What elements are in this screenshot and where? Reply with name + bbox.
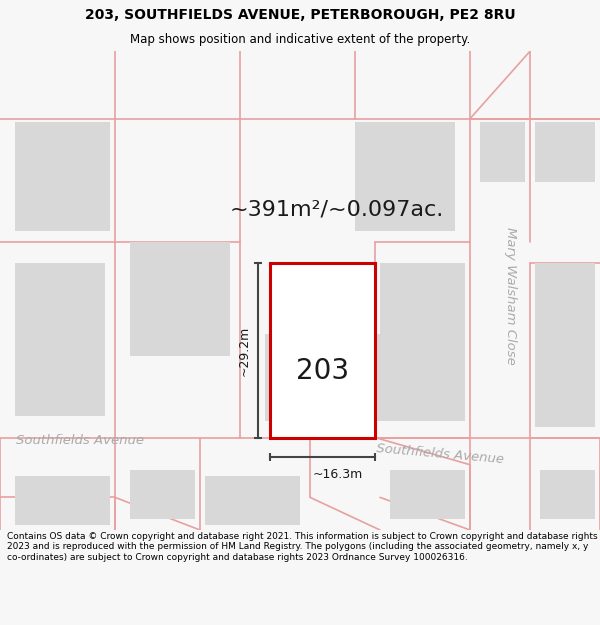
Bar [265, 334, 465, 421]
Text: Contains OS data © Crown copyright and database right 2021. This information is : Contains OS data © Crown copyright and d… [7, 532, 598, 562]
Bar [205, 476, 300, 524]
Bar [535, 263, 595, 427]
Bar [540, 470, 595, 519]
Text: Southfields Avenue: Southfields Avenue [16, 434, 144, 447]
Text: 203, SOUTHFIELDS AVENUE, PETERBOROUGH, PE2 8RU: 203, SOUTHFIELDS AVENUE, PETERBOROUGH, P… [85, 8, 515, 22]
Text: ~16.3m: ~16.3m [313, 468, 362, 481]
Bar [380, 263, 465, 372]
Text: ~391m²/~0.097ac.: ~391m²/~0.097ac. [230, 199, 444, 219]
Text: ~29.2m: ~29.2m [238, 326, 251, 376]
Text: Map shows position and indicative extent of the property.: Map shows position and indicative extent… [130, 34, 470, 46]
Bar [270, 263, 375, 438]
Bar [355, 122, 455, 231]
Text: Mary Walsham Close: Mary Walsham Close [503, 228, 517, 365]
Bar [535, 122, 595, 182]
Bar [15, 476, 110, 524]
Text: 203: 203 [296, 357, 349, 386]
Bar [130, 242, 230, 356]
Text: Southfields Avenue: Southfields Avenue [376, 442, 505, 466]
Bar [130, 470, 195, 519]
Bar [15, 263, 105, 416]
Bar [15, 122, 110, 231]
Bar [480, 122, 525, 182]
Bar [390, 470, 465, 519]
